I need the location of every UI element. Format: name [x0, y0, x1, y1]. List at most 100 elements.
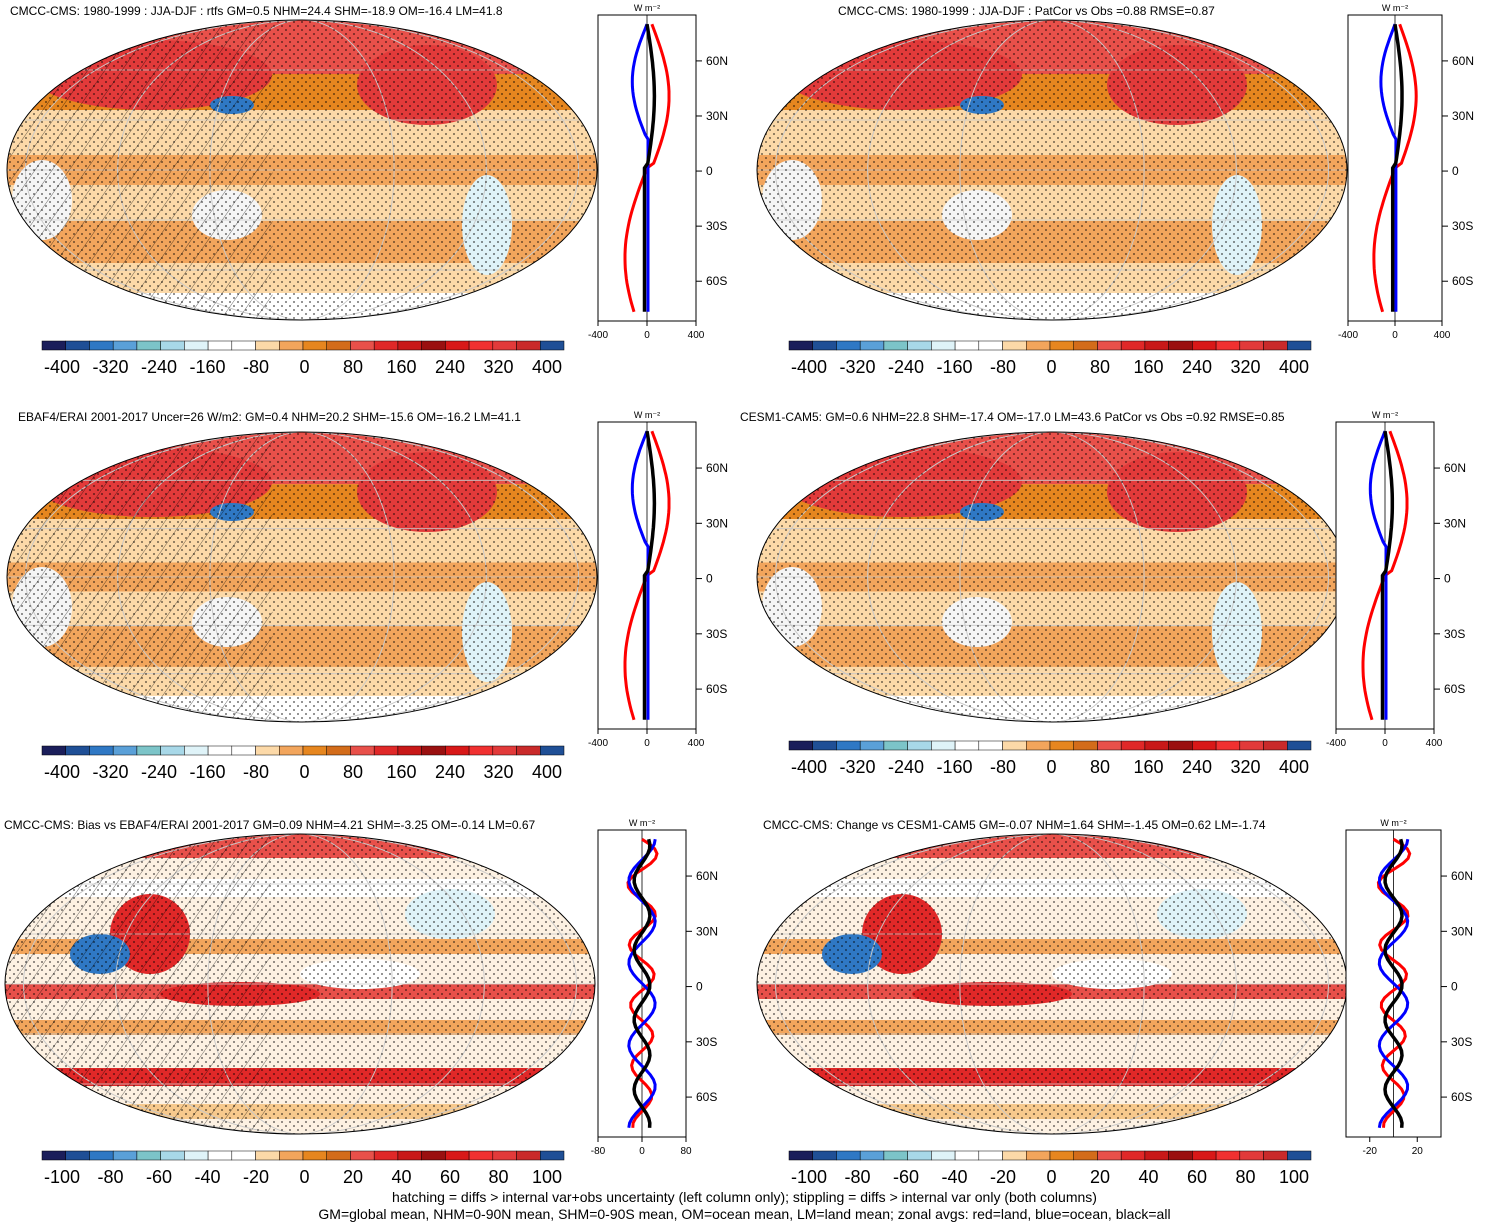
map-outline	[4, 833, 596, 1135]
colorbar-label: 0	[299, 762, 309, 782]
panel-title-4: CESM1-CAM5: GM=0.6 NHM=22.8 SHM=-17.4 OM…	[740, 410, 1285, 424]
colorbar-swatch	[255, 340, 280, 351]
zonal-plot-6: W m⁻² 60N 30N 0 30S 60S -20 20	[1345, 818, 1473, 1157]
colorbar-swatch	[207, 340, 233, 351]
zonal-all-curve	[642, 430, 657, 720]
colorbar-label: 80	[1090, 757, 1110, 777]
colorbar-swatch	[907, 340, 932, 351]
colorbar-swatch	[207, 1150, 233, 1161]
colorbar-6: -100 -80 -60 -40 -20 0 20 40 60 80 100	[788, 1150, 1312, 1187]
zonal-x-label: 400	[1434, 330, 1451, 341]
colorbar-swatch	[373, 745, 399, 756]
colorbar-swatch	[373, 1150, 399, 1161]
hatching	[7, 432, 273, 722]
colorbar-swatch	[883, 740, 908, 751]
colorbar-swatch	[279, 745, 304, 756]
colorbar-swatch	[1215, 1150, 1241, 1161]
colorbar-label: -60	[893, 1167, 919, 1187]
colorbar-swatch	[160, 745, 185, 756]
colorbar-label: -80	[844, 1167, 870, 1187]
colorbar-label: -20	[990, 1167, 1016, 1187]
colorbar-swatch	[89, 340, 114, 351]
colorbar-swatch	[350, 1150, 375, 1161]
colorbar-label: 320	[1230, 757, 1260, 777]
lat-tick-label: 30S	[1451, 1035, 1472, 1049]
colorbar-swatch	[302, 745, 327, 756]
lat-tick-label: 0	[696, 980, 703, 994]
colorbar-swatch	[883, 340, 908, 351]
zonal-ocean-curve	[1377, 838, 1410, 1129]
colorbar-label: -100	[44, 1167, 80, 1187]
colorbar-swatch	[136, 1150, 161, 1161]
colorbar-label: 160	[386, 357, 416, 377]
colorbar-label: 80	[1235, 1167, 1255, 1187]
colorbar-label: 160	[1133, 757, 1163, 777]
colorbar-swatch	[1002, 1150, 1027, 1161]
zonal-plot-3: W m⁻² 60N 30N 0 30S 60S -400 0 400	[588, 410, 728, 749]
colorbar-swatch	[421, 745, 446, 756]
colorbar-swatch	[1144, 1150, 1169, 1161]
colorbar-swatch	[207, 745, 233, 756]
colorbar-swatch	[1263, 740, 1288, 751]
zonal-x-label: -400	[1326, 738, 1346, 749]
colorbar-swatch	[1215, 340, 1241, 351]
colorbar-swatch	[931, 740, 956, 751]
colorbar-swatch	[1287, 340, 1312, 351]
lat-tick-label: 30S	[696, 1035, 717, 1049]
zonal-x-label: -80	[591, 1146, 606, 1157]
zonal-all-curve	[1390, 23, 1404, 312]
colorbar-swatch	[231, 1150, 256, 1161]
colorbar-label: -160	[936, 757, 972, 777]
colorbar-swatch	[41, 745, 66, 756]
zonal-x-label: 400	[1426, 738, 1443, 749]
colorbar-swatch	[65, 340, 90, 351]
zonal-units-label: W m⁻²	[629, 818, 655, 828]
lat-tick-label: 0	[1444, 572, 1451, 586]
colorbar-swatch	[112, 340, 138, 351]
zonal-plot-1: W m⁻² 60N 30N 0 30S 60S -400 0 400	[588, 3, 728, 341]
colorbar-swatch	[859, 340, 885, 351]
colorbar-swatch	[184, 745, 209, 756]
colorbar-label: 80	[343, 762, 363, 782]
colorbar-label: 0	[299, 357, 309, 377]
colorbar-swatch	[302, 340, 327, 351]
lat-tick-label: 0	[1451, 980, 1458, 994]
colorbar-swatch	[184, 1150, 209, 1161]
lat-tick-label: 60N	[706, 461, 728, 475]
stippling	[757, 432, 1347, 722]
colorbar-swatch	[836, 740, 861, 751]
colorbar-swatch	[1026, 1150, 1051, 1161]
colorbar-swatch	[1263, 340, 1288, 351]
colorbar-label: 400	[1279, 757, 1309, 777]
zonal-x-label: 80	[680, 1146, 692, 1157]
map-panel-4	[756, 431, 1348, 723]
panel-title-6: CMCC-CMS: Change vs CESM1-CAM5 GM=-0.07 …	[763, 818, 1266, 832]
zonal-x-label: 0	[644, 738, 650, 749]
colorbar-swatch	[492, 745, 517, 756]
colorbar-swatch	[788, 340, 813, 351]
zonal-x-label: -400	[588, 330, 608, 341]
colorbar-label: -80	[97, 1167, 123, 1187]
colorbar-swatch	[1097, 740, 1122, 751]
colorbar-swatch	[812, 1150, 837, 1161]
colorbar-swatch	[1002, 340, 1027, 351]
colorbar-label: -60	[146, 1167, 172, 1187]
colorbar-swatch	[812, 340, 837, 351]
stippling	[757, 834, 1347, 1134]
lat-tick-label: 60S	[696, 1090, 717, 1104]
colorbar-label: 320	[1230, 357, 1260, 377]
colorbar-swatch	[1239, 1150, 1264, 1161]
colorbar-swatch	[1168, 1150, 1193, 1161]
colorbar-label: 0	[1046, 757, 1056, 777]
panel-title-2: CMCC-CMS: 1980-1999 : JJA-DJF : PatCor v…	[838, 4, 1215, 18]
colorbar-swatch	[279, 1150, 304, 1161]
colorbar-label: -20	[243, 1167, 269, 1187]
colorbar-swatch	[421, 1150, 446, 1161]
lat-tick-label: 60N	[1451, 869, 1473, 883]
colorbar-swatch	[1144, 340, 1169, 351]
colorbar-swatch	[954, 740, 980, 751]
colorbar-label: 240	[435, 762, 465, 782]
lat-tick-label: 30N	[696, 924, 718, 938]
colorbar-swatch	[1192, 340, 1217, 351]
colorbar-swatch	[445, 1150, 470, 1161]
